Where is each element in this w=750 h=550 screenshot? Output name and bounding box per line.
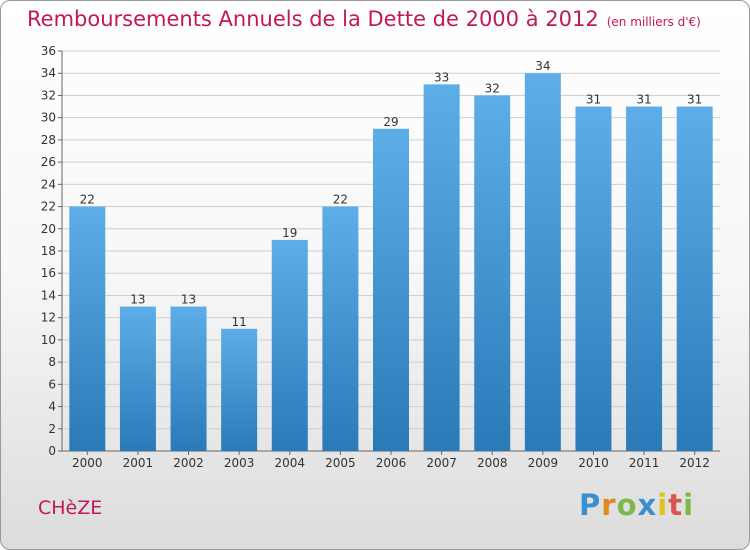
bar-2005 (322, 206, 359, 451)
y-tick-label: 6 (48, 377, 56, 391)
bar-2002 (170, 306, 207, 451)
bar-2000 (69, 206, 106, 451)
value-label-2007: 33 (434, 70, 449, 84)
logo-letter: t (668, 488, 684, 522)
value-label-2000: 22 (80, 193, 95, 207)
y-tick-label: 36 (41, 44, 56, 58)
bar-2011 (626, 106, 663, 452)
x-tick-label-2011: 2011 (629, 456, 660, 470)
value-label-2009: 34 (535, 59, 550, 73)
bar-2012 (676, 106, 713, 452)
bars (69, 73, 713, 452)
x-tick-label-2001: 2001 (123, 456, 154, 470)
y-tick-label: 8 (48, 355, 56, 369)
value-label-2010: 31 (586, 93, 601, 107)
y-tick-label: 32 (41, 88, 56, 102)
x-tick-label-2007: 2007 (426, 456, 457, 470)
value-label-2006: 29 (383, 115, 398, 129)
logo-letter: o (616, 488, 638, 522)
x-tick-label-2008: 2008 (477, 456, 508, 470)
bar-2010 (575, 106, 612, 452)
y-tick-label: 10 (41, 333, 56, 347)
bar-2006 (373, 128, 409, 451)
x-tick-label-2002: 2002 (173, 456, 204, 470)
y-tick-label: 30 (41, 111, 56, 125)
logo-letter: i (657, 488, 669, 522)
bar-2007 (423, 84, 460, 451)
y-tick-label: 22 (41, 200, 56, 214)
y-tick-label: 12 (41, 311, 56, 325)
bar-2009 (524, 73, 561, 451)
y-tick-label: 28 (41, 133, 56, 147)
value-label-2003: 11 (232, 315, 247, 329)
chart-subtitle: (en milliers d'€) (606, 15, 701, 29)
logo-letter: i (683, 488, 695, 522)
logo-letter: r (601, 488, 617, 522)
y-tick-label: 18 (41, 244, 56, 258)
y-tick-label: 26 (41, 155, 56, 169)
value-label-2001: 13 (130, 293, 145, 307)
value-label-2002: 13 (181, 293, 196, 307)
labels: 22 2000 13 2001 13 2002 11 2003 19 2004 22 2005 29 20… (72, 59, 710, 470)
bar-2008 (474, 95, 511, 451)
logo-letter: x (637, 488, 658, 522)
x-tick-label-2006: 2006 (376, 456, 407, 470)
x-tick-label-2000: 2000 (72, 456, 103, 470)
value-label-2012: 31 (687, 93, 702, 107)
y-tick-label: 2 (48, 422, 56, 436)
bar-2004 (271, 239, 308, 451)
value-label-2004: 19 (282, 226, 297, 240)
x-tick-label-2009: 2009 (528, 456, 559, 470)
x-tick-label-2012: 2012 (679, 456, 710, 470)
logo-letter: P (579, 488, 602, 522)
chart-title: Remboursements Annuels de la Dette de 20… (27, 7, 701, 31)
y-tick-label: 0 (48, 444, 56, 458)
x-tick-label-2003: 2003 (224, 456, 255, 470)
y-tick-label: 16 (41, 266, 56, 280)
y-tick-label: 34 (41, 66, 56, 80)
x-tick-label-2004: 2004 (274, 456, 305, 470)
bar-2003 (221, 328, 258, 451)
value-label-2005: 22 (333, 193, 348, 207)
proxiti-logo: Proxiti (579, 488, 694, 522)
bar-2001 (119, 306, 156, 451)
x-tick-label-2010: 2010 (578, 456, 609, 470)
y-tick-label: 4 (48, 400, 56, 414)
y-tick-label: 24 (41, 177, 56, 191)
value-label-2011: 31 (636, 93, 651, 107)
y-tick-label: 20 (41, 222, 56, 236)
y-tick-label: 14 (41, 288, 56, 302)
x-tick-label-2005: 2005 (325, 456, 356, 470)
value-label-2008: 32 (485, 81, 500, 95)
commune-name: CHèZE (38, 497, 103, 519)
